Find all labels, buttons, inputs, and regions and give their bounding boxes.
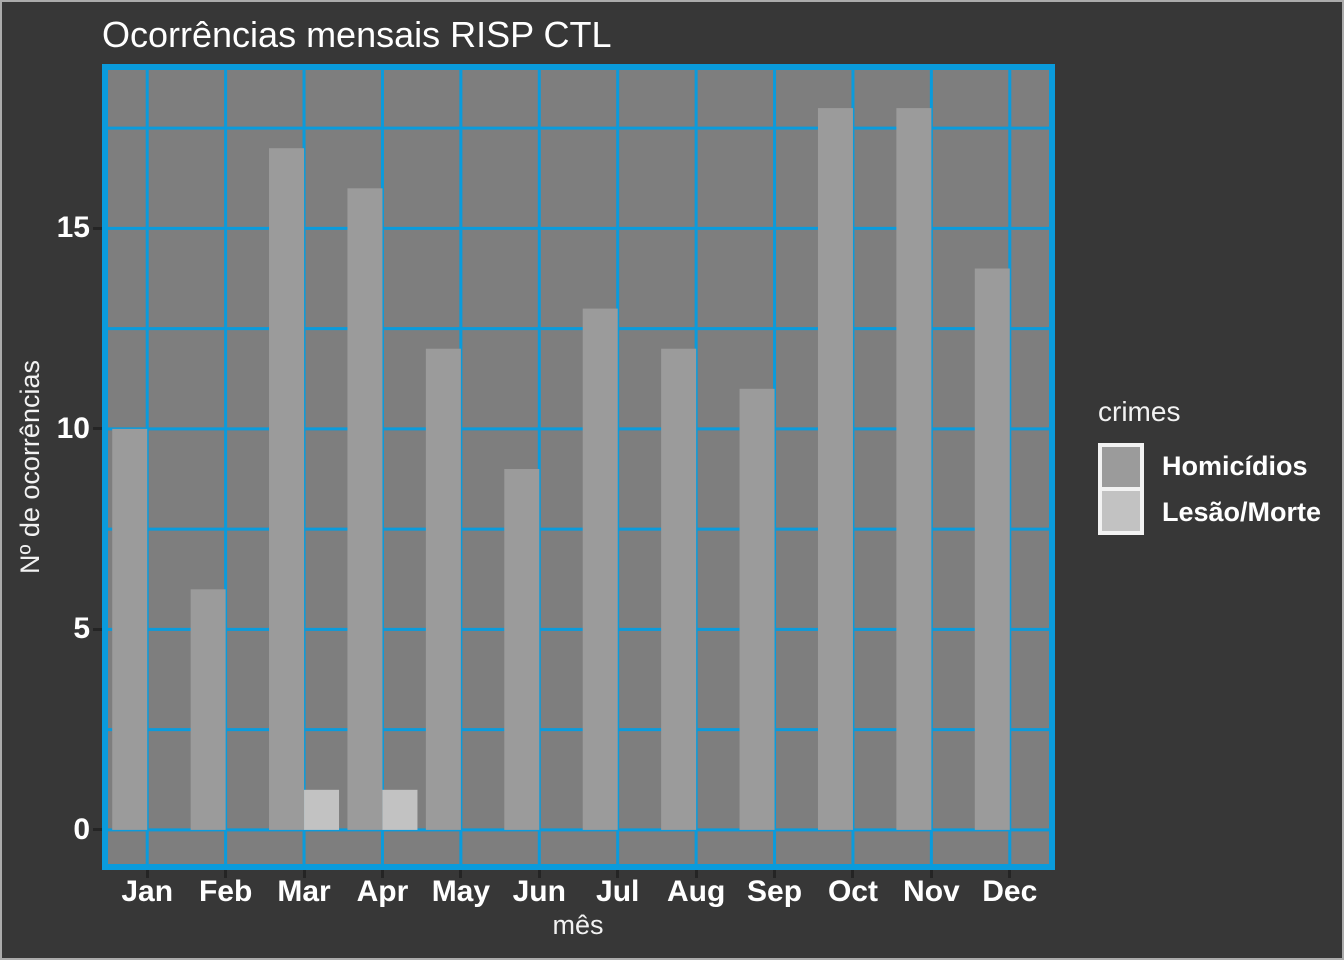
y-tick-label: 5 xyxy=(73,612,90,646)
panel-border xyxy=(102,64,1055,870)
x-tick-label: Mar xyxy=(277,875,331,908)
legend-key xyxy=(1098,489,1144,535)
bar-segment xyxy=(661,348,697,830)
x-tick-mark xyxy=(224,870,228,878)
x-tick-label: May xyxy=(431,875,491,908)
bar-segment xyxy=(974,268,1010,830)
x-tick-mark xyxy=(302,870,306,878)
y-tick-mark xyxy=(93,828,102,832)
x-tick-label: Jun xyxy=(512,875,566,908)
bar-segment xyxy=(190,589,226,830)
bar-segment xyxy=(582,308,618,830)
x-tick-mark xyxy=(616,870,620,878)
y-tick-label: 0 xyxy=(73,812,90,846)
bar-segment xyxy=(382,789,418,830)
bar-segment xyxy=(304,789,340,830)
x-tick-label: Dec xyxy=(982,875,1038,908)
x-tick-mark xyxy=(145,870,149,878)
x-tick-label: Sep xyxy=(747,875,803,908)
bar-segment xyxy=(817,108,853,830)
plot-area xyxy=(102,64,1055,870)
x-tick-mark xyxy=(694,870,698,878)
x-tick-label: Apr xyxy=(356,875,409,908)
y-axis-title: Nº de ocorrências xyxy=(15,360,45,574)
legend-swatch xyxy=(1102,491,1140,531)
legend-item: Lesão/Morte xyxy=(1098,489,1338,535)
legend: crimes Homicídios Lesão/Morte xyxy=(1098,396,1338,535)
bar-segment xyxy=(739,388,775,830)
legend-item-label: Homicídios xyxy=(1162,451,1308,481)
bar-segment xyxy=(347,188,383,830)
bar-segment xyxy=(269,148,305,830)
x-tick-mark xyxy=(1008,870,1012,878)
legend-key xyxy=(1098,443,1144,489)
x-tick-mark xyxy=(929,870,933,878)
x-tick-mark xyxy=(537,870,541,878)
x-axis-title: mês xyxy=(552,910,604,940)
x-tick-mark xyxy=(459,870,463,878)
legend-item: Homicídios xyxy=(1098,443,1338,489)
chart-title: Ocorrências mensais RISP CTL xyxy=(102,14,612,55)
x-tick-mark xyxy=(380,870,384,878)
legend-items: Homicídios Lesão/Morte xyxy=(1098,443,1338,535)
legend-title: crimes xyxy=(1098,396,1181,427)
panel-background xyxy=(108,70,1049,864)
bar-segment xyxy=(425,348,461,830)
y-tick-label: 10 xyxy=(56,411,90,445)
legend-swatch xyxy=(1102,447,1140,487)
y-tick-mark xyxy=(93,627,102,631)
x-tick-label: Jan xyxy=(121,875,174,908)
bar-segment xyxy=(504,469,540,830)
bar-segment xyxy=(112,428,148,830)
y-tick-mark xyxy=(93,427,102,431)
x-tick-label: Nov xyxy=(903,875,960,908)
y-tick-label: 15 xyxy=(56,211,90,245)
x-tick-mark xyxy=(773,870,777,878)
y-tick-mark xyxy=(93,226,102,230)
x-tick-mark xyxy=(851,870,855,878)
bar-segment xyxy=(896,108,932,830)
x-tick-label: Jul xyxy=(596,875,640,908)
x-tick-label: Aug xyxy=(666,875,726,908)
x-tick-label: Oct xyxy=(827,875,878,908)
x-tick-label: Feb xyxy=(198,875,253,908)
legend-item-label: Lesão/Morte xyxy=(1162,497,1322,527)
